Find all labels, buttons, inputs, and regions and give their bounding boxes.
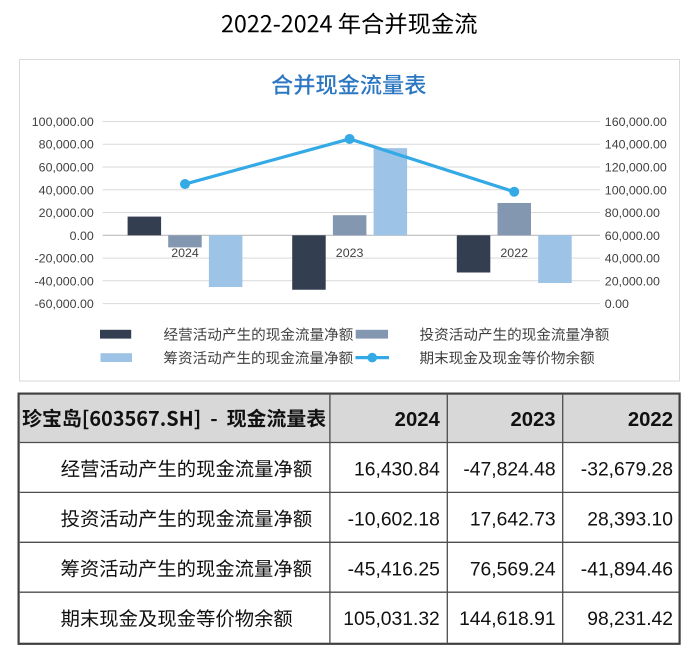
svg-text:2022: 2022 (628, 409, 673, 431)
svg-text:16,430.84: 16,430.84 (354, 460, 440, 481)
svg-text:0.00: 0.00 (605, 297, 629, 311)
svg-text:-20,000.00: -20,000.00 (35, 252, 94, 266)
svg-text:60,000.00: 60,000.00 (39, 161, 94, 175)
svg-text:-47,824.48: -47,824.48 (463, 460, 555, 481)
svg-text:28,393.10: 28,393.10 (587, 509, 673, 530)
svg-text:2023: 2023 (510, 409, 555, 431)
svg-text:100,000.00: 100,000.00 (32, 115, 94, 129)
svg-text:80,000.00: 80,000.00 (605, 206, 660, 220)
svg-text:2022: 2022 (500, 246, 528, 260)
svg-text:-60,000.00: -60,000.00 (35, 297, 94, 311)
svg-text:2024: 2024 (171, 246, 199, 260)
svg-text:76,569.24: 76,569.24 (470, 559, 556, 580)
svg-text:80,000.00: 80,000.00 (39, 138, 94, 152)
svg-text:-10,602.18: -10,602.18 (348, 509, 440, 530)
svg-text:20,000.00: 20,000.00 (605, 274, 660, 288)
svg-text:98,231.42: 98,231.42 (587, 609, 673, 630)
svg-text:160,000.00: 160,000.00 (605, 115, 667, 129)
svg-text:-40,000.00: -40,000.00 (35, 274, 94, 288)
svg-text:20,000.00: 20,000.00 (39, 206, 94, 220)
svg-text:40,000.00: 40,000.00 (605, 252, 660, 266)
svg-text:-32,679.28: -32,679.28 (581, 460, 673, 481)
svg-text:-41,894.46: -41,894.46 (581, 559, 673, 580)
svg-text:105,031.32: 105,031.32 (343, 609, 440, 630)
svg-text:60,000.00: 60,000.00 (605, 229, 660, 243)
svg-text:2024: 2024 (395, 409, 441, 431)
svg-text:140,000.00: 140,000.00 (605, 138, 667, 152)
svg-text:144,618.91: 144,618.91 (459, 609, 556, 630)
svg-text:-45,416.25: -45,416.25 (348, 559, 440, 580)
svg-text:2023: 2023 (336, 246, 364, 260)
svg-text:40,000.00: 40,000.00 (39, 183, 94, 197)
svg-text:120,000.00: 120,000.00 (605, 161, 667, 175)
svg-text:0.00: 0.00 (70, 229, 94, 243)
svg-text:17,642.73: 17,642.73 (470, 509, 556, 530)
svg-text:100,000.00: 100,000.00 (605, 183, 667, 197)
